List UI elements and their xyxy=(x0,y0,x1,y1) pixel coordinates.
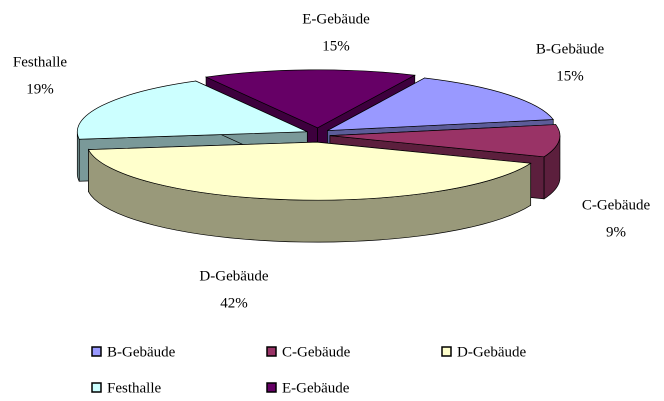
category-label: E-Gebäude xyxy=(302,11,370,27)
slice xyxy=(204,69,416,129)
category-label: D-Gebäude xyxy=(199,268,268,284)
slice xyxy=(327,77,554,131)
category-label: C-Gebäude xyxy=(582,197,651,213)
slice xyxy=(76,80,308,140)
legend-swatch xyxy=(266,346,277,357)
legend-label: D-Gebäude xyxy=(457,344,526,360)
value-label: 9% xyxy=(606,224,626,240)
value-label: 15% xyxy=(556,68,584,84)
legend-label: B-Gebäude xyxy=(107,344,176,360)
labels: B-Gebäude 15% C-Gebäude 9% D-Gebäude 42% Festh… xyxy=(13,11,651,311)
legend-swatch xyxy=(441,346,452,357)
legend-swatch xyxy=(91,346,102,357)
legend-swatch xyxy=(91,382,102,393)
value-label: 42% xyxy=(220,295,248,311)
legend: B-Gebäude C-Gebäude D-Gebäude Festhalle E-Ge… xyxy=(91,344,526,396)
legend-label: Festhalle xyxy=(107,380,161,396)
legend-label: C-Gebäude xyxy=(282,344,351,360)
slice xyxy=(329,124,561,158)
value-label: 15% xyxy=(322,38,350,54)
legend-swatch xyxy=(266,382,277,393)
pie xyxy=(76,69,561,243)
category-label: Festhalle xyxy=(13,54,67,70)
slice xyxy=(87,141,532,201)
category-label: B-Gebäude xyxy=(536,41,605,57)
value-label: 19% xyxy=(26,81,54,97)
legend-label: E-Gebäude xyxy=(282,380,350,396)
